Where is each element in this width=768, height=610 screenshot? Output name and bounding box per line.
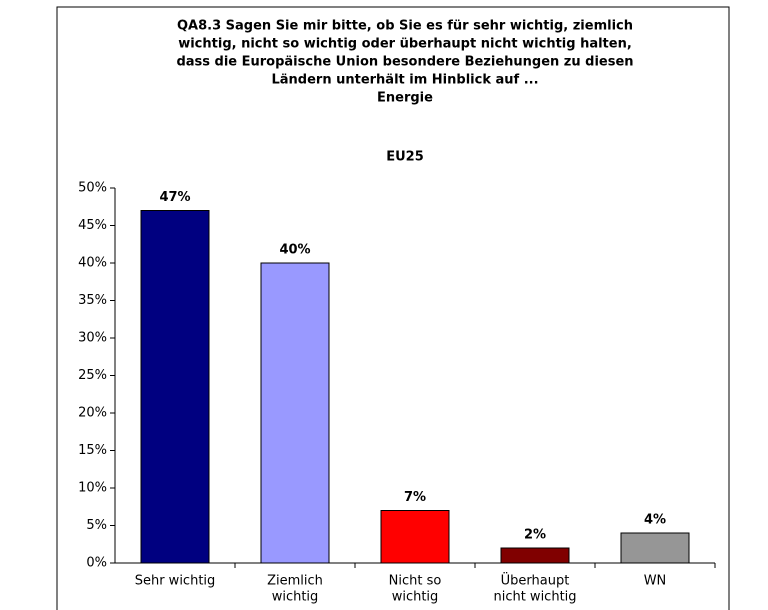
y-tick-label: 5% (86, 518, 107, 533)
y-tick-label: 40% (78, 256, 107, 271)
chart-title: Energie (377, 91, 433, 106)
bar (500, 547, 570, 564)
chart-title: QA8.3 Sagen Sie mir bitte, ob Sie es für… (177, 19, 633, 34)
value-label: 7% (404, 490, 426, 505)
x-tick-label: Nicht so (389, 574, 442, 589)
bar (380, 510, 450, 564)
value-label: 4% (644, 513, 666, 528)
bar (620, 532, 690, 564)
value-label: 47% (159, 190, 190, 205)
y-tick-label: 0% (86, 556, 107, 571)
value-label: 2% (524, 528, 546, 543)
y-tick-label: 30% (78, 331, 107, 346)
value-label: 40% (279, 243, 310, 258)
y-tick-label: 25% (78, 368, 107, 383)
y-tick-label: 35% (78, 293, 107, 308)
bar (260, 262, 330, 564)
chart-subtitle: EU25 (386, 150, 424, 165)
x-tick-label: Überhaupt (501, 572, 570, 589)
x-tick-label: nicht wichtig (493, 590, 576, 605)
chart-title: wichtig, nicht so wichtig oder überhaupt… (178, 37, 632, 52)
y-tick-label: 50% (78, 181, 107, 196)
chart-title: Ländern unterhält im Hinblick auf ... (271, 73, 538, 88)
y-tick-label: 10% (78, 481, 107, 496)
chart-frame (56, 6, 730, 610)
bar (140, 210, 210, 564)
x-tick-label: WN (644, 574, 667, 589)
chart-title: dass die Europäische Union besondere Bez… (176, 55, 633, 70)
x-tick-label: Ziemlich (267, 574, 323, 589)
x-tick-label: Sehr wichtig (135, 574, 216, 589)
y-tick-label: 20% (78, 406, 107, 421)
x-tick-label: wichtig (392, 590, 439, 605)
y-tick-label: 45% (78, 218, 107, 233)
x-tick-label: wichtig (272, 590, 319, 605)
y-tick-label: 15% (78, 443, 107, 458)
